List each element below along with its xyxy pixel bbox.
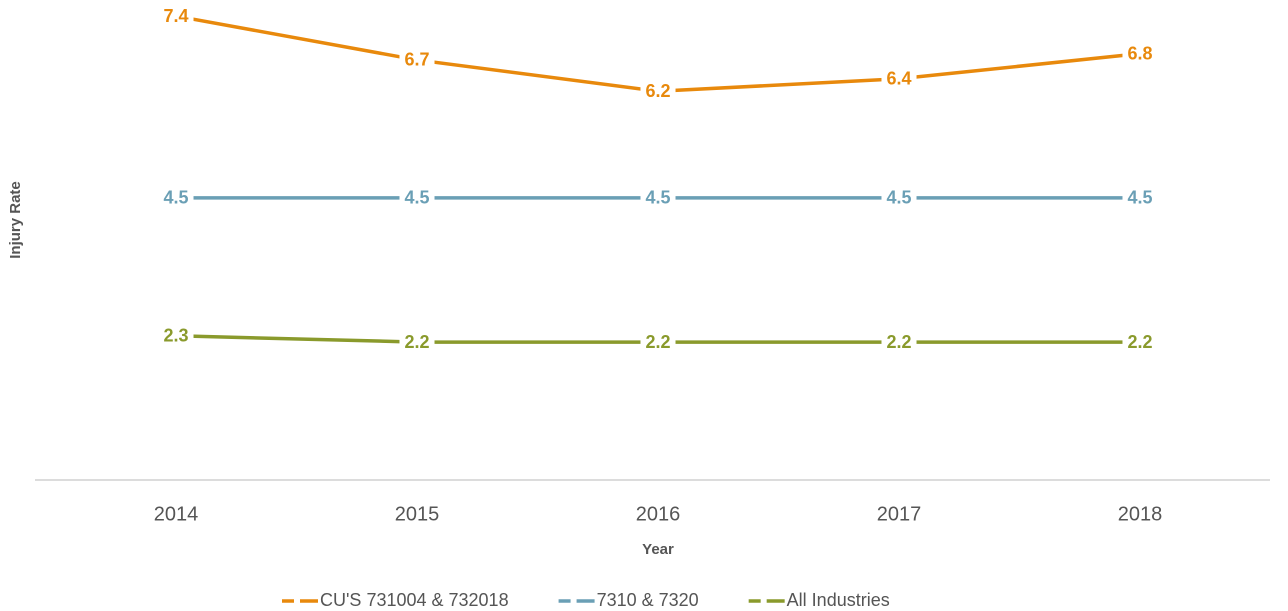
label-background <box>881 67 917 90</box>
label-background <box>640 186 676 209</box>
label-background <box>399 48 435 71</box>
label-background <box>640 331 676 354</box>
data-label: 4.5 <box>1127 188 1152 208</box>
data-label: 2.2 <box>645 332 670 352</box>
x-axis-label: Year <box>642 541 674 558</box>
label-background <box>399 331 435 354</box>
y-axis-label: Injury Rate <box>7 181 24 259</box>
label-background <box>640 80 676 103</box>
data-label: 2.2 <box>404 332 429 352</box>
x-tick-label: 2017 <box>877 503 922 525</box>
data-label: 2.2 <box>886 332 911 352</box>
series-line <box>175 14 1141 94</box>
legend-label: All Industries <box>787 590 890 610</box>
data-label: 6.8 <box>1127 43 1152 63</box>
data-label: 4.5 <box>163 188 188 208</box>
x-tick-label: 2014 <box>154 503 199 525</box>
x-tick-label: 2016 <box>636 503 681 525</box>
label-background <box>1122 42 1158 65</box>
label-background <box>158 186 194 209</box>
data-label: 2.2 <box>1127 332 1152 352</box>
data-label: 4.5 <box>645 188 670 208</box>
data-label: 6.4 <box>886 68 911 88</box>
legend-label: CU'S 731004 & 732018 <box>320 590 509 610</box>
data-label: 4.5 <box>404 188 429 208</box>
label-background <box>399 186 435 209</box>
data-label: 6.2 <box>645 81 670 101</box>
data-label: 4.5 <box>886 188 911 208</box>
label-background <box>1122 331 1158 354</box>
x-tick-label: 2018 <box>1118 503 1163 525</box>
x-tick-label: 2015 <box>395 503 440 525</box>
legend-label: 7310 & 7320 <box>597 590 699 610</box>
label-background <box>158 5 194 28</box>
data-label: 7.4 <box>163 6 188 26</box>
label-background <box>158 324 194 347</box>
data-label: 6.7 <box>404 50 429 70</box>
label-background <box>881 186 917 209</box>
label-background <box>1122 186 1158 209</box>
data-label: 2.3 <box>163 326 188 346</box>
label-background <box>881 331 917 354</box>
